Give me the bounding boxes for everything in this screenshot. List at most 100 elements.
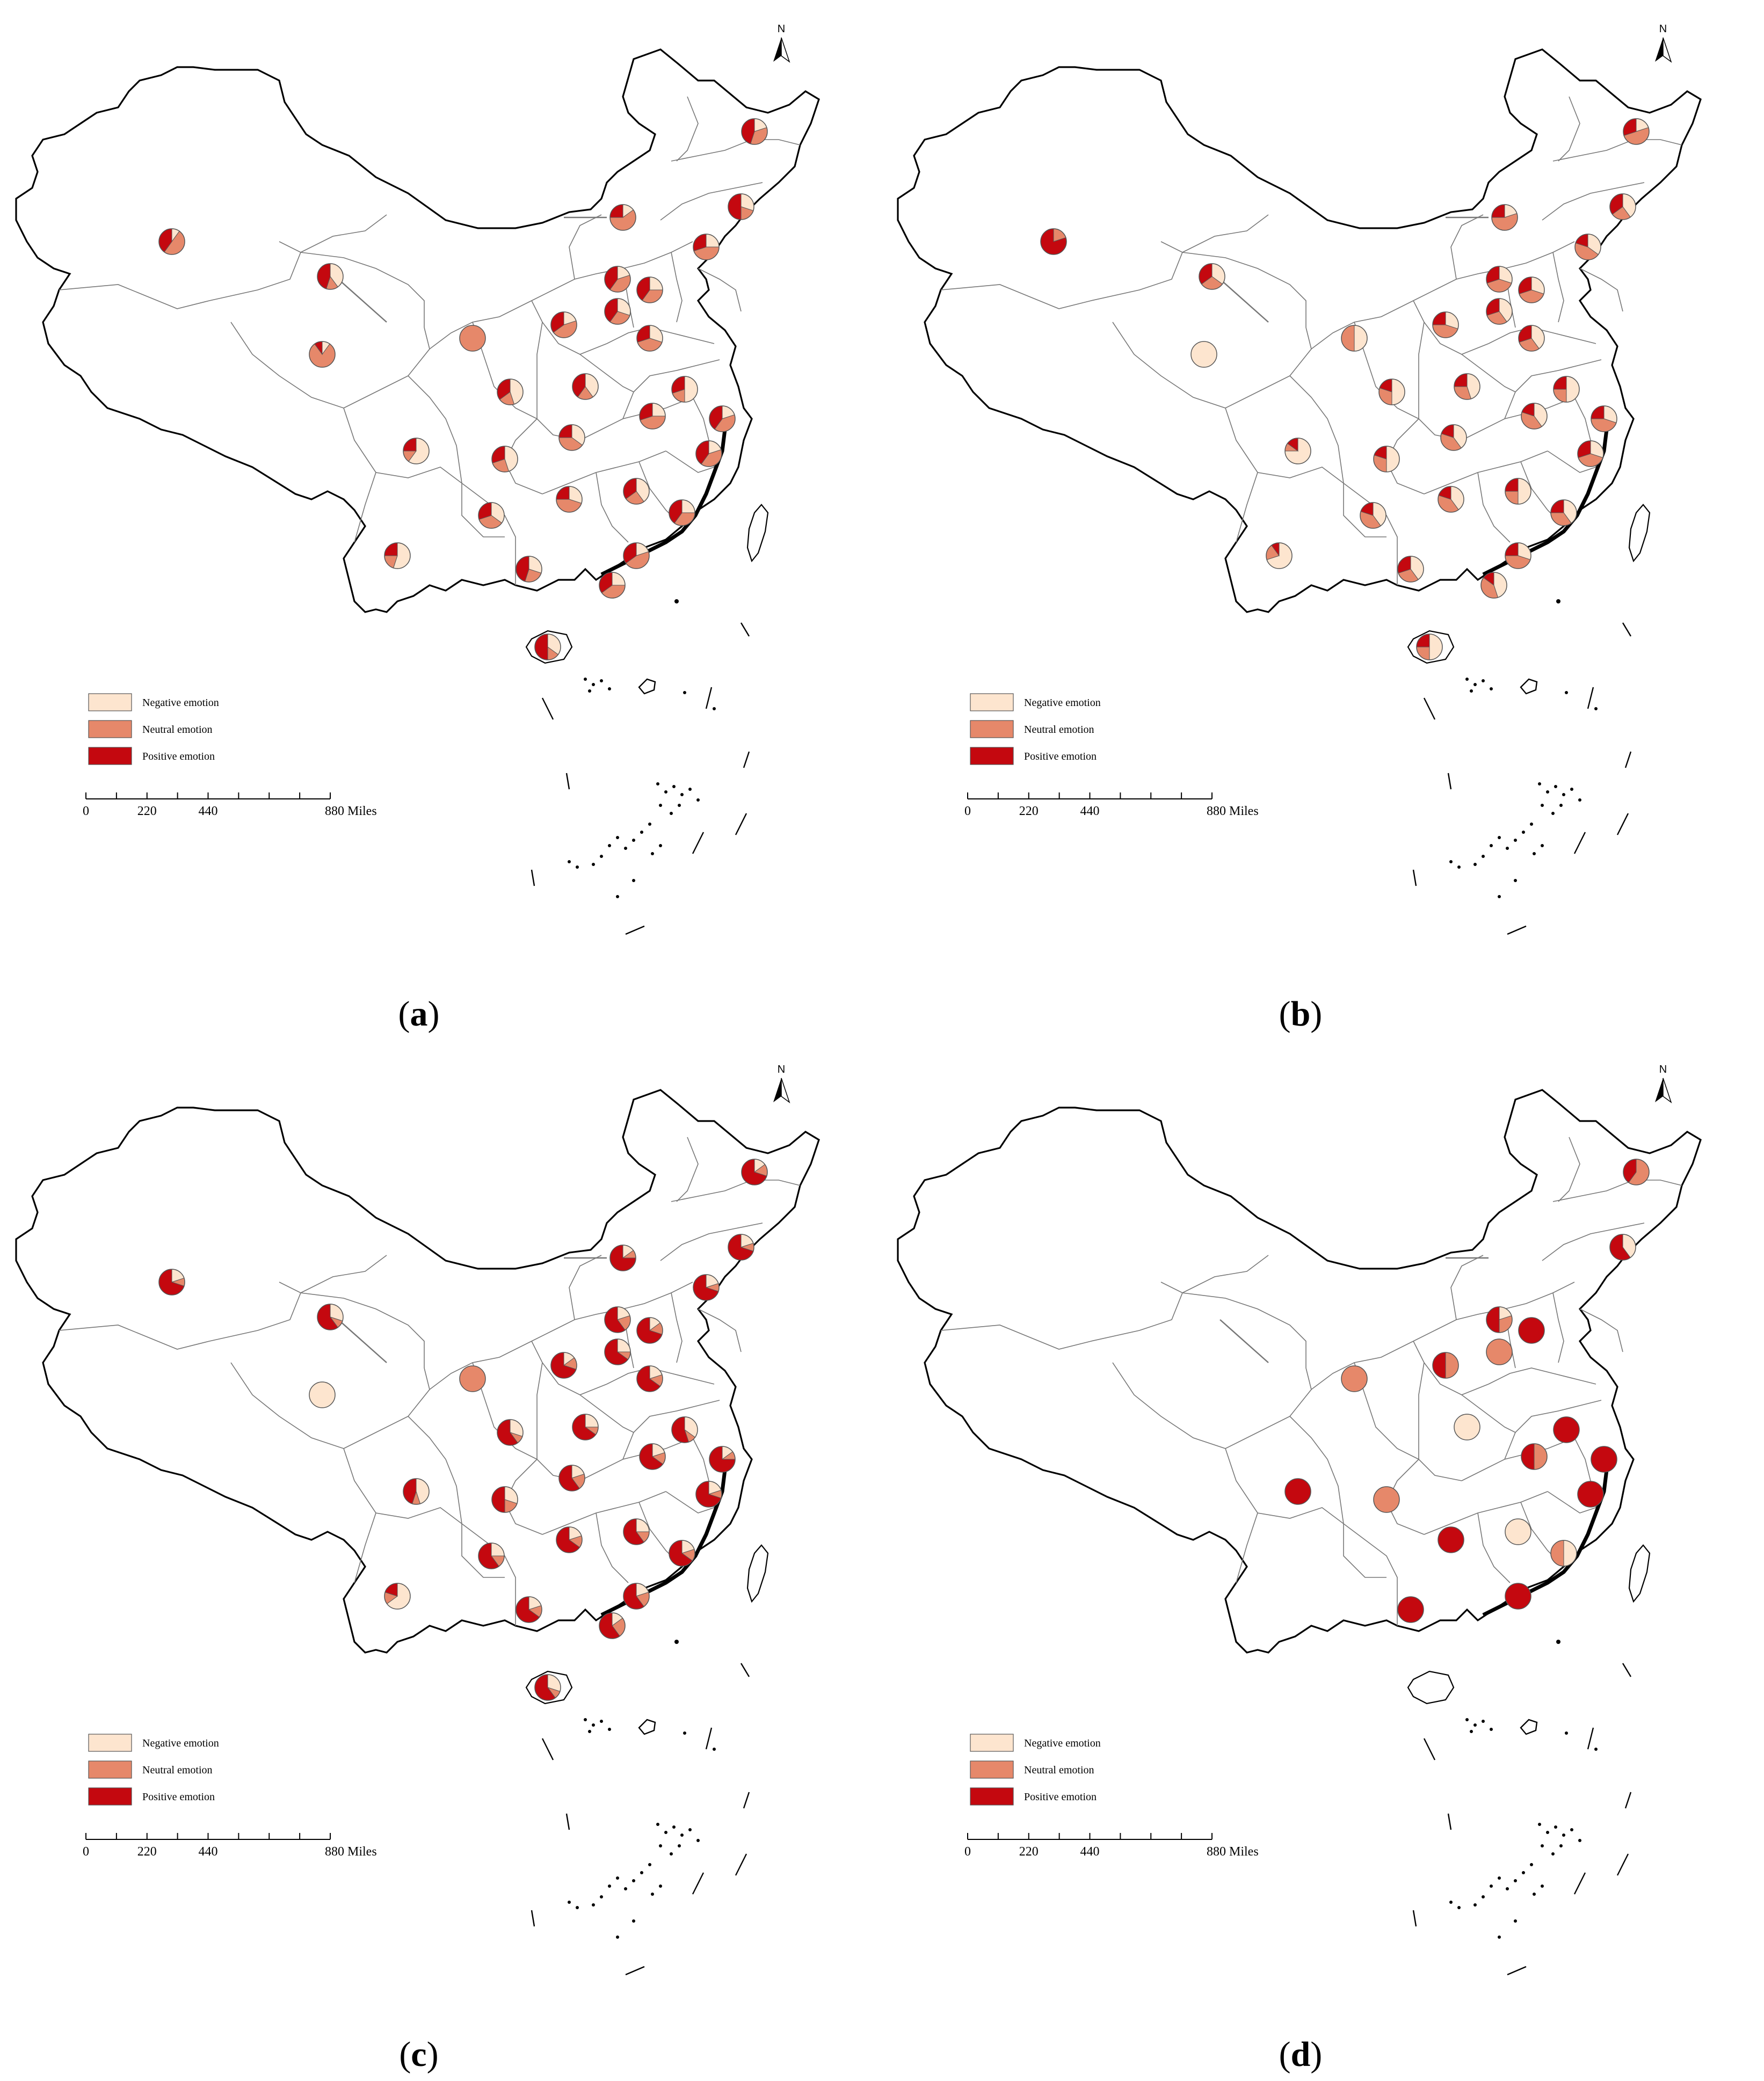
province-pie [728,1234,754,1261]
pie-outline [556,486,583,513]
province-pie [558,1465,585,1491]
pie-slice [1563,1540,1577,1567]
province-pie [599,1612,626,1639]
province-pie [516,556,542,583]
legend-swatch-positive [970,747,1014,765]
pie-outline [1505,542,1531,569]
pie-slice [1486,1306,1500,1333]
caption-paren-close: ) [427,2035,439,2074]
province-pie [693,234,720,260]
pie-outline [728,193,754,220]
province-pie [556,486,583,513]
pie-outline [1284,438,1311,464]
province-pie [728,193,754,220]
legend-swatch-negative [970,1734,1014,1752]
province-pie [1432,1352,1459,1379]
pie-slice [459,1365,486,1392]
pie-slice [1373,1486,1400,1513]
north-arrow-right [781,37,790,63]
north-label: N [778,1064,785,1075]
caption-paren-open: ( [1279,2035,1291,2074]
province-pie [1521,403,1548,430]
pie-outline [534,1674,561,1701]
scale-label: 880 Miles [1207,804,1259,818]
pie-slice [1438,1526,1464,1553]
scale-label: 0 [964,804,971,818]
province-pie [534,1674,561,1701]
province-pie [1432,311,1459,338]
scale-label: 880 Miles [1207,1845,1259,1859]
legend: Negative emotion Neutral emotion Positive … [970,1734,1101,1806]
legend: Negative emotion Neutral emotion Positive … [88,693,219,765]
province-pie [669,499,695,526]
pie-outline [1609,193,1636,220]
pie-slice [1391,379,1405,405]
pie-outline [158,228,185,255]
pie-outline [1623,1159,1650,1185]
pie-slice [728,193,742,220]
scale-label: 0 [83,804,89,818]
province-pie [1438,1526,1464,1553]
pie-slice [1534,1443,1548,1470]
pie-outline [556,1526,583,1553]
pie-outline [623,542,650,569]
caption-paren-close: ) [1310,2035,1322,2074]
pie-outline [403,1478,430,1505]
pie-outline [572,1414,599,1440]
pie-outline [1378,379,1405,405]
legend-swatch-negative [88,1734,132,1752]
legend-label-neutral: Neutral emotion [1024,724,1094,736]
province-pie [1491,204,1518,231]
north-arrow: N [773,1064,790,1103]
pie-slice [1505,1518,1531,1545]
pie-outline [693,234,720,260]
scale-label: 880 Miles [325,804,377,818]
pie-slice [1521,1443,1535,1470]
legend: Negative emotion Neutral emotion Positive … [88,1734,219,1806]
province-pie [403,438,430,464]
pie-outline [693,1274,720,1301]
north-arrow-left [1655,38,1663,62]
pie-outline [1521,403,1548,430]
pie-outline [1591,405,1617,432]
province-pie [609,1245,636,1271]
captions-layer: (a) (b)(c) (d) [398,994,1322,2074]
province-pie [1623,1159,1650,1185]
province-pie [1373,1486,1400,1513]
scale-label: 440 [199,1845,218,1859]
pie-outline [741,118,768,145]
province-pie [609,204,636,231]
pie-slice [1486,1338,1513,1365]
province-pie [1440,424,1467,451]
caption-paren-open: ( [398,994,410,1034]
legend-swatch-neutral [88,1760,132,1779]
province-pie [556,1526,583,1553]
pie-outline [1491,204,1518,231]
province-pie [309,1381,336,1408]
pie-outline [534,634,561,660]
province-pie [1284,438,1311,464]
pie-slice [1591,1446,1617,1473]
province-pie [1553,1416,1580,1443]
legend-label-negative: Negative emotion [142,697,219,709]
pie-outline [1505,478,1531,505]
pie-outline [309,341,336,368]
province-pie [572,373,599,400]
pie-outline [478,1542,505,1569]
pie-outline [384,1583,411,1610]
legend-swatch-positive [88,747,132,765]
pie-outline [604,298,631,325]
province-pie [1397,1596,1424,1623]
legend-label-positive: Positive emotion [142,751,215,762]
pie-outline [1486,266,1513,293]
pie-outline [1440,424,1467,451]
pie-outline [1550,1540,1577,1567]
pie-outline [671,376,698,403]
pie-slice [1566,376,1580,403]
province-pie [1518,277,1545,303]
province-pie [1505,542,1531,569]
pie-slice [1429,634,1443,660]
legend-swatch-negative [88,693,132,711]
pie-slice [1341,325,1355,352]
